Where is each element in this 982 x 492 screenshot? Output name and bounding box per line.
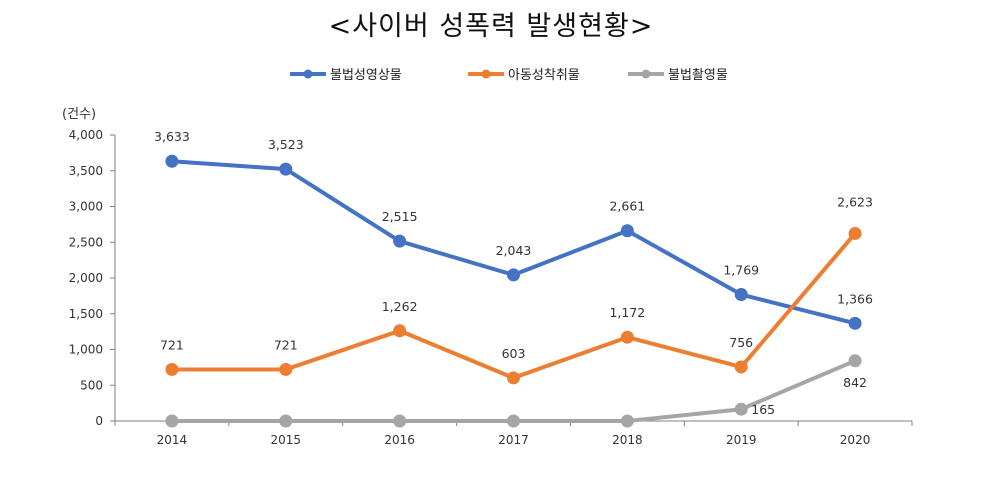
legend-swatch-marker <box>481 69 491 79</box>
data-label: 1,769 <box>723 263 759 278</box>
data-point <box>620 330 634 344</box>
data-point <box>393 234 407 248</box>
data-point <box>734 288 748 302</box>
data-label: 603 <box>502 346 526 361</box>
data-point <box>279 162 293 176</box>
y-tick-label: 0 <box>95 414 103 428</box>
data-label: 3,523 <box>268 137 304 152</box>
data-point <box>165 362 179 376</box>
data-label: 3,633 <box>154 129 190 144</box>
x-tick-label: 2014 <box>157 433 188 447</box>
y-tick-label: 3,500 <box>69 164 103 178</box>
data-label: 1,262 <box>382 299 418 314</box>
x-tick-label: 2019 <box>726 433 757 447</box>
data-label: 2,043 <box>496 243 532 258</box>
data-label: 721 <box>274 337 298 352</box>
data-labels: 3,633 3,523 2,515 2,043 2,661 1,769 1,366 721 72… <box>154 129 873 417</box>
x-tick-label: 2015 <box>271 433 302 447</box>
data-label: 721 <box>160 337 184 352</box>
legend: 불법성영상물 아동성착취물 불법촬영물 <box>290 68 728 83</box>
x-tick-label: 2017 <box>498 433 529 447</box>
data-label: 756 <box>729 335 753 350</box>
legend-swatch-marker <box>303 69 313 79</box>
data-point <box>507 414 520 428</box>
data-point <box>507 268 520 282</box>
x-tick-label: 2020 <box>840 433 871 447</box>
legend-label: 불법촬영물 <box>668 68 728 83</box>
data-point <box>620 224 634 238</box>
axes: (건수) 0 500 1,000 1,500 2,000 2,500 3,000 3,500 4,… <box>62 107 913 447</box>
data-point <box>734 360 748 374</box>
data-point <box>848 316 862 330</box>
data-label: 1,172 <box>609 305 645 320</box>
y-tick-label: 1,500 <box>69 307 103 321</box>
y-tick-label: 1,000 <box>69 343 103 357</box>
chart-title: <사이버 성폭력 발생현황> <box>328 11 654 42</box>
data-label: 2,515 <box>382 209 418 224</box>
legend-label: 불법성영상물 <box>330 68 402 83</box>
data-point <box>279 362 293 376</box>
y-tick-label: 3,000 <box>69 200 103 214</box>
data-point <box>734 402 748 416</box>
y-tick-label: 500 <box>80 378 103 392</box>
series-lines <box>165 154 862 428</box>
y-tick-label: 2,500 <box>69 235 103 249</box>
data-point <box>279 414 293 428</box>
data-point <box>393 324 407 338</box>
data-point <box>848 226 862 240</box>
legend-swatch-marker <box>641 69 651 79</box>
y-tick-label: 2,000 <box>69 271 103 285</box>
data-point <box>620 414 634 428</box>
data-label: 2,623 <box>837 194 873 209</box>
data-point <box>848 354 862 368</box>
data-point <box>165 414 179 428</box>
data-label: 165 <box>751 402 775 417</box>
x-tick-label: 2016 <box>384 433 415 447</box>
x-tick-label: 2018 <box>612 433 643 447</box>
y-axis-label: (건수) <box>62 107 96 122</box>
data-label: 842 <box>843 375 867 390</box>
data-point <box>165 154 179 168</box>
data-point <box>393 414 407 428</box>
y-tick-label: 4,000 <box>69 128 103 142</box>
data-label: 1,366 <box>837 291 873 306</box>
data-label: 2,661 <box>609 199 645 214</box>
legend-label: 아동성착취물 <box>508 68 580 83</box>
data-point <box>507 371 520 385</box>
